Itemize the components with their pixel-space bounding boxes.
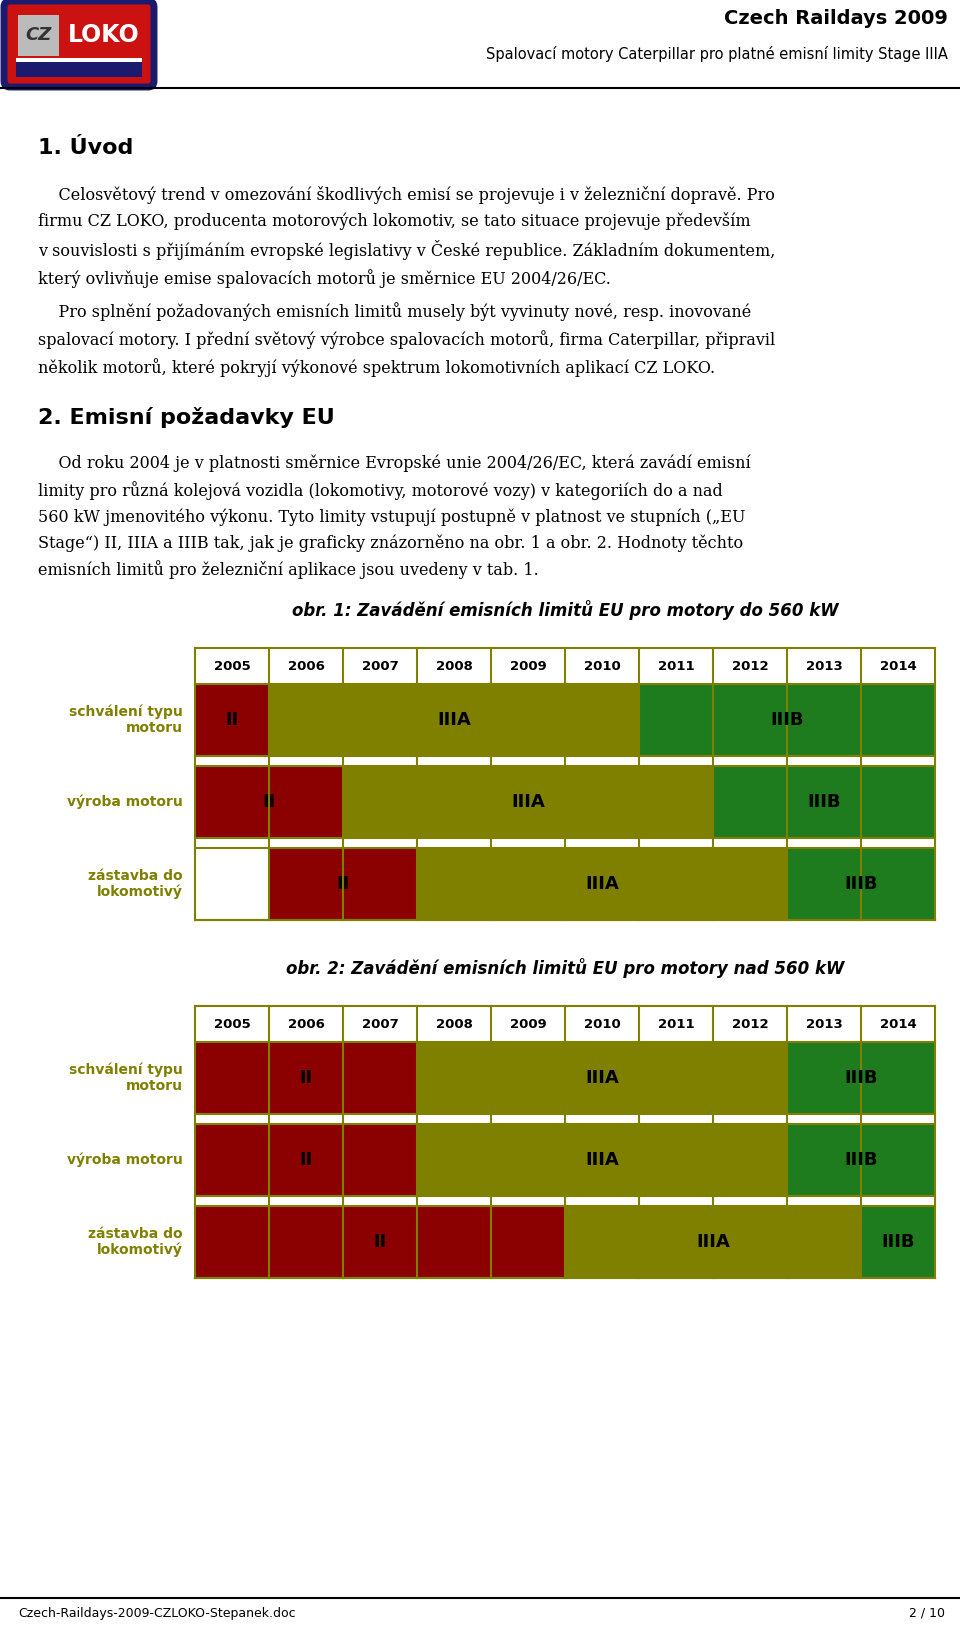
Text: CZ: CZ (26, 26, 52, 44)
FancyBboxPatch shape (4, 2, 154, 86)
Text: 2011: 2011 (658, 1018, 694, 1031)
Text: 2009: 2009 (510, 1018, 546, 1031)
Bar (16, 62, 142, 77)
Text: 2014: 2014 (879, 1018, 917, 1031)
Text: 2005: 2005 (214, 1018, 251, 1031)
Text: Celosvětový trend v omezování škodlivých emisí se projevuje i v železniční dopra: Celosvětový trend v omezování škodlivých… (38, 186, 776, 288)
Text: obr. 2: Zavádění emisních limitů EU pro motory nad 560 kW: obr. 2: Zavádění emisních limitů EU pro … (286, 957, 844, 978)
Text: zástavba do
lokomotivý: zástavba do lokomotivý (88, 869, 183, 899)
Text: Od roku 2004 je v platnosti směrnice Evropské unie 2004/26/EC, která zavádí emis: Od roku 2004 je v platnosti směrnice Evr… (38, 454, 751, 580)
Bar (787, 848, 935, 920)
Text: Spalovací motory Caterpillar pro platné emisní limity Stage IIIA: Spalovací motory Caterpillar pro platné … (486, 46, 948, 62)
Bar (18, 15, 60, 55)
Bar (417, 1123, 787, 1197)
Text: schválení typu
motoru: schválení typu motoru (69, 705, 183, 736)
Text: II: II (300, 1070, 313, 1088)
Text: Czech-Raildays-2009-CZLOKO-Stepanek.doc: Czech-Raildays-2009-CZLOKO-Stepanek.doc (18, 1607, 296, 1620)
Text: 2 / 10: 2 / 10 (909, 1607, 945, 1620)
Bar (195, 767, 343, 838)
Bar (269, 848, 417, 920)
Text: 2007: 2007 (362, 1018, 398, 1031)
Bar (713, 767, 935, 838)
Text: obr. 1: Zavádění emisních limitů EU pro motory do 560 kW: obr. 1: Zavádění emisních limitů EU pro … (292, 601, 838, 620)
Text: 2007: 2007 (362, 659, 398, 672)
Bar (195, 1042, 417, 1114)
Text: IIIB: IIIB (844, 874, 877, 894)
Bar (861, 1206, 935, 1278)
Text: IIIA: IIIA (437, 711, 470, 729)
Text: výroba motoru: výroba motoru (67, 794, 183, 809)
Text: 2014: 2014 (879, 659, 917, 672)
Bar (195, 1123, 417, 1197)
Bar (269, 684, 639, 755)
Text: 2012: 2012 (732, 1018, 768, 1031)
Bar (639, 684, 935, 755)
Text: IIIB: IIIB (844, 1151, 877, 1169)
Bar (16, 57, 142, 62)
Text: 2006: 2006 (288, 1018, 324, 1031)
Bar (343, 767, 713, 838)
Text: IIIA: IIIA (696, 1232, 730, 1250)
Text: 2. Emisní požadavky EU: 2. Emisní požadavky EU (38, 407, 335, 428)
Text: II: II (300, 1151, 313, 1169)
Text: IIIA: IIIA (586, 1151, 619, 1169)
Text: 1. Úvod: 1. Úvod (38, 138, 133, 158)
Text: IIIB: IIIB (770, 711, 804, 729)
Text: 2008: 2008 (436, 1018, 472, 1031)
Bar (787, 1042, 935, 1114)
Bar (417, 1042, 787, 1114)
Bar (787, 1123, 935, 1197)
Text: 2008: 2008 (436, 659, 472, 672)
Text: IIIA: IIIA (511, 793, 545, 811)
Text: IIIA: IIIA (586, 1070, 619, 1088)
Text: II: II (226, 711, 239, 729)
Text: 2010: 2010 (584, 659, 620, 672)
Text: 2006: 2006 (288, 659, 324, 672)
Text: Pro splnění požadovaných emisních limitů musely být vyvinuty nové, resp. inovova: Pro splnění požadovaných emisních limitů… (38, 303, 776, 376)
Text: IIIA: IIIA (586, 874, 619, 894)
Text: 2012: 2012 (732, 659, 768, 672)
Text: IIIB: IIIB (881, 1232, 915, 1250)
Text: 2013: 2013 (805, 659, 842, 672)
Text: 2005: 2005 (214, 659, 251, 672)
Bar (565, 1206, 861, 1278)
Text: zástavba do
lokomotivý: zástavba do lokomotivý (88, 1226, 183, 1257)
Text: 2013: 2013 (805, 1018, 842, 1031)
Text: výroba motoru: výroba motoru (67, 1153, 183, 1167)
Bar (195, 1206, 565, 1278)
Text: IIIB: IIIB (844, 1070, 877, 1088)
Text: II: II (336, 874, 349, 894)
Bar (195, 684, 269, 755)
Bar (417, 848, 787, 920)
Text: LOKO: LOKO (68, 23, 140, 47)
Text: Czech Raildays 2009: Czech Raildays 2009 (724, 8, 948, 28)
Text: 2011: 2011 (658, 659, 694, 672)
Text: II: II (373, 1232, 387, 1250)
Text: II: II (262, 793, 276, 811)
Text: IIIB: IIIB (807, 793, 841, 811)
Text: 2010: 2010 (584, 1018, 620, 1031)
Text: schválení typu
motoru: schválení typu motoru (69, 1063, 183, 1094)
Text: 2009: 2009 (510, 659, 546, 672)
